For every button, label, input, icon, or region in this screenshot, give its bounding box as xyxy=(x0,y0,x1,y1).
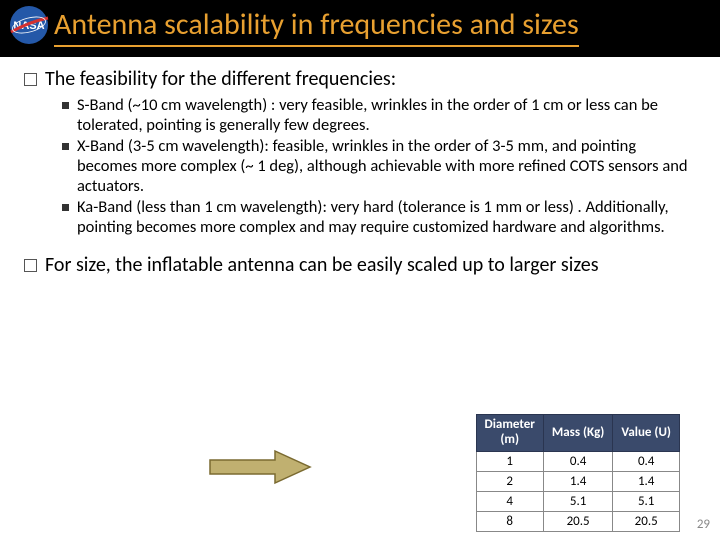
col-mass: Mass (Kg) xyxy=(543,415,612,452)
bullet-size: For size, the inflatable antenna can be … xyxy=(24,253,696,277)
table-cell: 1.4 xyxy=(613,472,680,492)
table-row: 820.520.5 xyxy=(476,512,679,532)
sub-bullet-icon xyxy=(62,102,69,109)
nasa-logo: NASA xyxy=(8,4,50,46)
sub-item-xband: X-Band (3-5 cm wavelength): feasible, wr… xyxy=(62,136,696,196)
sub-bullet-icon xyxy=(62,204,69,211)
slide-title: Antenna scalability in frequencies and s… xyxy=(54,8,579,47)
arrow-right-icon xyxy=(205,447,315,492)
table-cell: 4 xyxy=(476,492,543,512)
bullet-square-icon xyxy=(24,259,37,272)
table-row: 21.41.4 xyxy=(476,472,679,492)
table-cell: 2 xyxy=(476,472,543,492)
table-cell: 1.4 xyxy=(543,472,612,492)
table-row: 10.40.4 xyxy=(476,452,679,472)
table-cell: 5.1 xyxy=(613,492,680,512)
sub-text: X-Band (3-5 cm wavelength): feasible, wr… xyxy=(77,136,696,196)
page-number: 29 xyxy=(697,517,710,532)
table-cell: 20.5 xyxy=(613,512,680,532)
col-value: Value (U) xyxy=(613,415,680,452)
bullet-text: The feasibility for the different freque… xyxy=(45,67,396,91)
content-area: The feasibility for the different freque… xyxy=(0,57,720,278)
sub-item-sband: S-Band (~10 cm wavelength) : very feasib… xyxy=(62,95,696,135)
table-cell: 5.1 xyxy=(543,492,612,512)
bullet-feasibility: The feasibility for the different freque… xyxy=(24,67,696,91)
sub-bullet-icon xyxy=(62,143,69,150)
sub-text: S-Band (~10 cm wavelength) : very feasib… xyxy=(77,95,696,135)
sub-text: Ka-Band (less than 1 cm wavelength): ver… xyxy=(77,197,696,237)
table-cell: 0.4 xyxy=(613,452,680,472)
col-diameter: Diameter(m) xyxy=(476,415,543,452)
table-cell: 8 xyxy=(476,512,543,532)
bullet-square-icon xyxy=(24,73,37,86)
sub-item-kaband: Ka-Band (less than 1 cm wavelength): ver… xyxy=(62,197,696,237)
scaling-table: Diameter(m) Mass (Kg) Value (U) 10.40.42… xyxy=(476,414,680,532)
sub-bullet-list: S-Band (~10 cm wavelength) : very feasib… xyxy=(62,95,696,238)
table-cell: 20.5 xyxy=(543,512,612,532)
bullet-text: For size, the inflatable antenna can be … xyxy=(45,253,599,277)
table-cell: 0.4 xyxy=(543,452,612,472)
lower-area: Diameter(m) Mass (Kg) Value (U) 10.40.42… xyxy=(0,395,720,540)
table-cell: 1 xyxy=(476,452,543,472)
table-header-row: Diameter(m) Mass (Kg) Value (U) xyxy=(476,415,679,452)
table-row: 45.15.1 xyxy=(476,492,679,512)
